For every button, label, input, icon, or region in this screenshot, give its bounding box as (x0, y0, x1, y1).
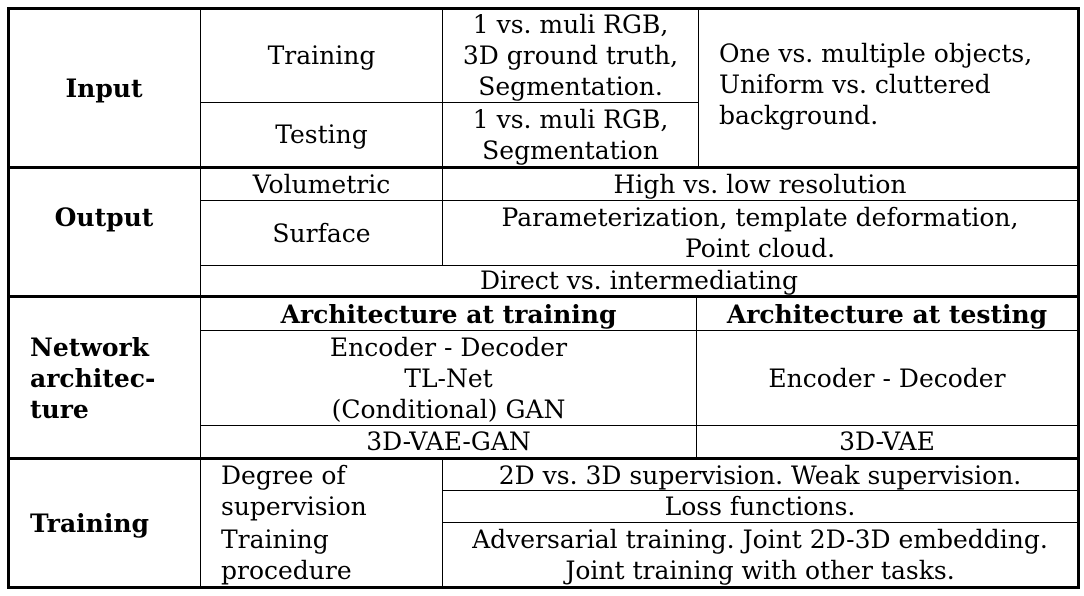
rule-input-output (7, 166, 1080, 169)
category-training: Training (30, 508, 149, 538)
rule-bottom (7, 586, 1080, 589)
input-training-data: 1 vs. muli RGB, 3D ground truth, Segment… (462, 10, 679, 101)
rule-input-col3 (698, 9, 699, 167)
network-testing-arch: Encoder - Decoder (768, 363, 1006, 393)
training-supervision-value-1: 2D vs. 3D supervision. Weak supervision. (498, 460, 1022, 490)
network-training-vae: 3D-VAE-GAN (366, 427, 531, 456)
training-supervision-label: Degree of supervision (221, 461, 367, 521)
output-surface-label: Surface (272, 218, 371, 248)
rule-top (7, 7, 1080, 10)
rule-network-1 (200, 330, 1078, 331)
rule-right (1077, 7, 1080, 589)
rule-network-2 (200, 425, 1078, 426)
output-volumetric-label: Volumetric (252, 170, 391, 199)
rule-training-col2 (442, 460, 443, 587)
rule-output-network (7, 295, 1080, 298)
network-testing-vae: 3D-VAE (839, 427, 935, 456)
network-training-arch: Encoder - Decoder TL-Net (Conditional) G… (329, 332, 568, 424)
category-network: Network architec- ture (30, 332, 156, 424)
rule-category (200, 9, 201, 588)
rule-output-1 (200, 200, 1078, 201)
input-notes: One vs. multiple objects, Uniform vs. cl… (719, 39, 1033, 130)
rule-left (7, 7, 10, 589)
category-input: Input (65, 73, 143, 103)
network-training-header: Architecture at training (280, 299, 617, 329)
network-testing-header: Architecture at testing (726, 299, 1048, 329)
rule-network-mid (696, 298, 697, 458)
training-supervision-value-2: Loss functions. (664, 492, 856, 521)
input-testing-data: 1 vs. muli RGB, Segmentation (472, 104, 669, 165)
training-procedure-label: Training procedure (221, 524, 352, 585)
rule-training-1 (442, 490, 1078, 491)
rule-output-2 (200, 265, 1078, 266)
output-direct-value: Direct vs. intermediating (479, 266, 799, 295)
output-volumetric-value: High vs. low resolution (613, 170, 907, 199)
rule-input-col2 (442, 9, 443, 167)
category-output: Output (54, 202, 154, 232)
input-testing-label: Testing (275, 120, 368, 149)
rule-input-mid (200, 102, 698, 103)
input-training-label: Training (267, 41, 376, 70)
rule-network-training (7, 457, 1080, 460)
training-procedure-value: Adversarial training. Joint 2D-3D embedd… (472, 524, 1048, 585)
output-surface-value: Parameterization, template deformation, … (501, 203, 1019, 263)
rule-training-2 (442, 522, 1078, 523)
rule-output-col2 (442, 169, 443, 265)
